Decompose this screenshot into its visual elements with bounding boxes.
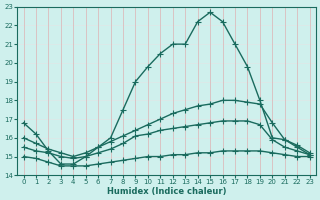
X-axis label: Humidex (Indice chaleur): Humidex (Indice chaleur): [107, 187, 226, 196]
